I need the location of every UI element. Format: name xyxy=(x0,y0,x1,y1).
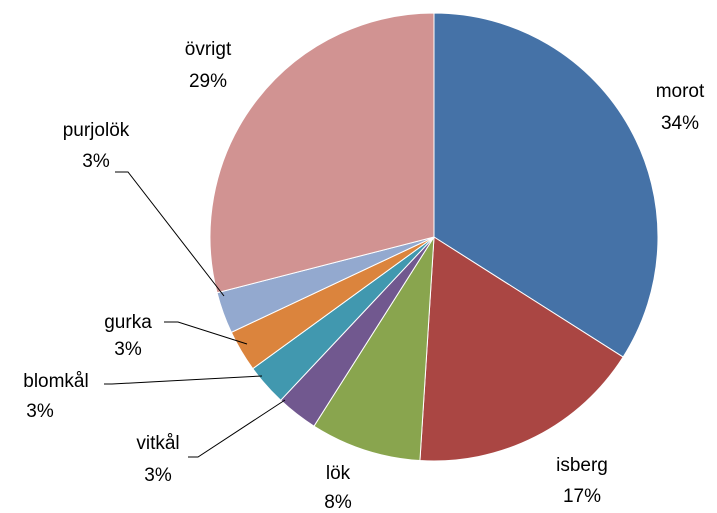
slice-label: lök xyxy=(326,463,351,484)
slice-value-label: 3% xyxy=(114,339,142,360)
slice-value-label: 17% xyxy=(563,486,601,507)
slice-label: övrigt xyxy=(185,39,232,60)
pie-slice xyxy=(209,12,435,294)
slice-label: gurka xyxy=(104,312,152,333)
pie-slice xyxy=(419,236,624,462)
slice-value-label: 3% xyxy=(26,401,54,422)
pie-slice xyxy=(313,236,435,462)
pie-slice xyxy=(433,12,659,358)
slice-label: vitkål xyxy=(136,433,179,454)
slice-value-label: 29% xyxy=(189,71,227,92)
leader-line xyxy=(164,321,248,345)
leader-line xyxy=(115,171,225,297)
slice-value-label: 3% xyxy=(82,151,110,172)
leader-line xyxy=(104,375,263,385)
slice-label: isberg xyxy=(556,455,608,476)
slice-value-label: 8% xyxy=(324,492,352,513)
slice-value-label: 34% xyxy=(661,113,699,134)
leader-line xyxy=(188,399,286,458)
slice-label: blomkål xyxy=(23,371,88,392)
slice-value-label: 3% xyxy=(144,465,172,486)
slice-label: purjolök xyxy=(63,120,130,141)
slice-label: morot xyxy=(656,81,705,102)
